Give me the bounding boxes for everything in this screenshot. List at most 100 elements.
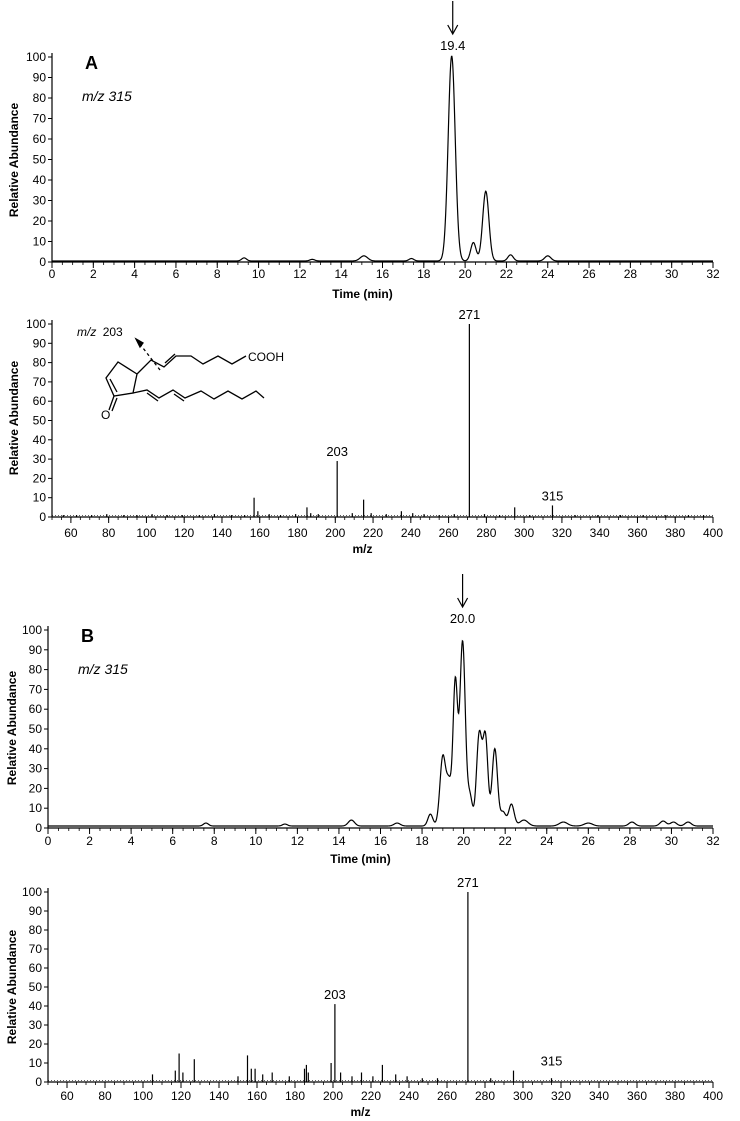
x-tick-label: 26 xyxy=(582,834,596,848)
y-tick-label: 100 xyxy=(22,623,42,637)
x-tick-label: 30 xyxy=(665,267,679,281)
x-tick-label: 28 xyxy=(624,267,638,281)
x-tick-label: 300 xyxy=(514,526,534,540)
x-tick-label: 2 xyxy=(86,834,93,848)
chemical-structure xyxy=(106,339,264,411)
x-tick-label: 300 xyxy=(513,1089,533,1103)
x-tick-label: 0 xyxy=(45,834,52,848)
x-tick-label: 180 xyxy=(287,526,307,540)
y-tick-label: 70 xyxy=(29,942,43,956)
ion-label: m/z 315 xyxy=(82,88,132,104)
y-tick-label: 100 xyxy=(26,317,46,331)
x-tick-label: 380 xyxy=(665,526,685,540)
y-tick-label: 50 xyxy=(29,980,43,994)
omega-chain-double-bond-2 xyxy=(174,394,184,401)
x-tick-label: 120 xyxy=(171,1089,191,1103)
x-tick-label: 24 xyxy=(540,834,554,848)
x-tick-label: 8 xyxy=(211,834,218,848)
y-tick-label: 40 xyxy=(33,173,47,187)
x-tick-label: 260 xyxy=(437,1089,457,1103)
oxo-label: O xyxy=(101,408,110,422)
x-tick-label: 360 xyxy=(627,1089,647,1103)
x-tick-label: 0 xyxy=(49,267,56,281)
x-axis-title: Time (min) xyxy=(330,852,390,866)
y-tick-label: 80 xyxy=(29,923,43,937)
y-tick-label: 50 xyxy=(33,153,47,167)
y-tick-label: 50 xyxy=(29,722,43,736)
x-tick-label: 160 xyxy=(247,1089,267,1103)
y-tick-label: 40 xyxy=(29,742,43,756)
x-tick-label: 4 xyxy=(128,834,135,848)
x-tick-label: 32 xyxy=(706,834,720,848)
x-tick-label: 60 xyxy=(60,1089,74,1103)
y-tick-label: 80 xyxy=(33,91,47,105)
x-tick-label: 6 xyxy=(173,267,180,281)
ion-label: m/z 315 xyxy=(78,661,128,677)
x-tick-label: 140 xyxy=(209,1089,229,1103)
mz-peak-label: 271 xyxy=(459,307,481,322)
x-tick-label: 32 xyxy=(706,267,720,281)
x-tick-label: 160 xyxy=(250,526,270,540)
x-axis-title: m/z xyxy=(352,542,372,556)
x-tick-label: 10 xyxy=(249,834,263,848)
panel-label: A xyxy=(85,53,98,73)
x-axis-title: m/z xyxy=(350,1105,370,1119)
x-tick-label: 280 xyxy=(475,1089,495,1103)
cooh-label: COOH xyxy=(248,350,284,364)
y-tick-label: 10 xyxy=(29,1056,43,1070)
y-tick-label: 60 xyxy=(33,394,47,408)
y-tick-label: 20 xyxy=(29,1037,43,1051)
x-tick-label: 240 xyxy=(401,526,421,540)
y-axis-title: Relative Abundance xyxy=(5,671,19,786)
y-tick-label: 30 xyxy=(29,762,43,776)
y-tick-label: 70 xyxy=(29,682,43,696)
mass-spectrum-b: 0 10 20 30 40 50 60 70 80 90 100 60 80 100 120 140 160 18… xyxy=(5,875,723,1119)
x-tick-label: 2 xyxy=(90,267,97,281)
x-tick-label: 260 xyxy=(439,526,459,540)
mz-peak-label: 271 xyxy=(457,875,479,890)
x-tick-label: 200 xyxy=(325,526,345,540)
x-tick-label: 28 xyxy=(623,834,637,848)
x-tick-label: 240 xyxy=(399,1089,419,1103)
y-tick-label: 20 xyxy=(29,781,43,795)
mz-peak-label: 203 xyxy=(324,987,346,1002)
x-tick-label: 340 xyxy=(589,1089,609,1103)
x-tick-label: 18 xyxy=(417,267,431,281)
mz-peak-label: 315 xyxy=(541,1054,563,1069)
y-axis-title: Relative Abundance xyxy=(7,361,21,476)
x-tick-label: 320 xyxy=(551,1089,571,1103)
mz-peak-label: 315 xyxy=(542,488,564,503)
y-tick-label: 0 xyxy=(39,255,46,269)
y-tick-label: 100 xyxy=(26,50,46,64)
x-tick-label: 220 xyxy=(363,526,383,540)
y-tick-label: 40 xyxy=(33,433,47,447)
x-tick-label: 400 xyxy=(703,1089,723,1103)
y-tick-label: 90 xyxy=(33,71,47,85)
y-tick-label: 60 xyxy=(29,961,43,975)
x-tick-label: 80 xyxy=(98,1089,112,1103)
x-tick-label: 12 xyxy=(293,267,307,281)
x-tick-label: 16 xyxy=(374,834,388,848)
fragment-label-prefix: m/z xyxy=(77,325,96,339)
x-tick-label: 16 xyxy=(376,267,390,281)
chromatogram-b: 01020304050607080901000 2 4 6 8 10 12 14 16 18 20 2… xyxy=(5,574,720,866)
retention-time-label: 20.0 xyxy=(450,611,475,626)
chromatogram-trace xyxy=(48,641,713,826)
y-tick-label: 20 xyxy=(33,471,47,485)
x-tick-label: 30 xyxy=(665,834,679,848)
x-tick-label: 4 xyxy=(131,267,138,281)
y-tick-label: 90 xyxy=(29,643,43,657)
x-tick-label: 60 xyxy=(64,526,78,540)
x-tick-label: 340 xyxy=(590,526,610,540)
mz-peak-label: 203 xyxy=(326,444,348,459)
alpha-chain xyxy=(137,356,246,374)
x-tick-label: 100 xyxy=(136,526,156,540)
x-tick-label: 24 xyxy=(541,267,555,281)
y-tick-label: 20 xyxy=(33,214,47,228)
y-tick-label: 0 xyxy=(39,510,46,524)
x-tick-label: 10 xyxy=(252,267,266,281)
x-tick-label: 200 xyxy=(323,1089,343,1103)
y-axis-title: Relative Abundance xyxy=(5,930,19,1045)
retention-time-label: 19.4 xyxy=(440,38,465,53)
